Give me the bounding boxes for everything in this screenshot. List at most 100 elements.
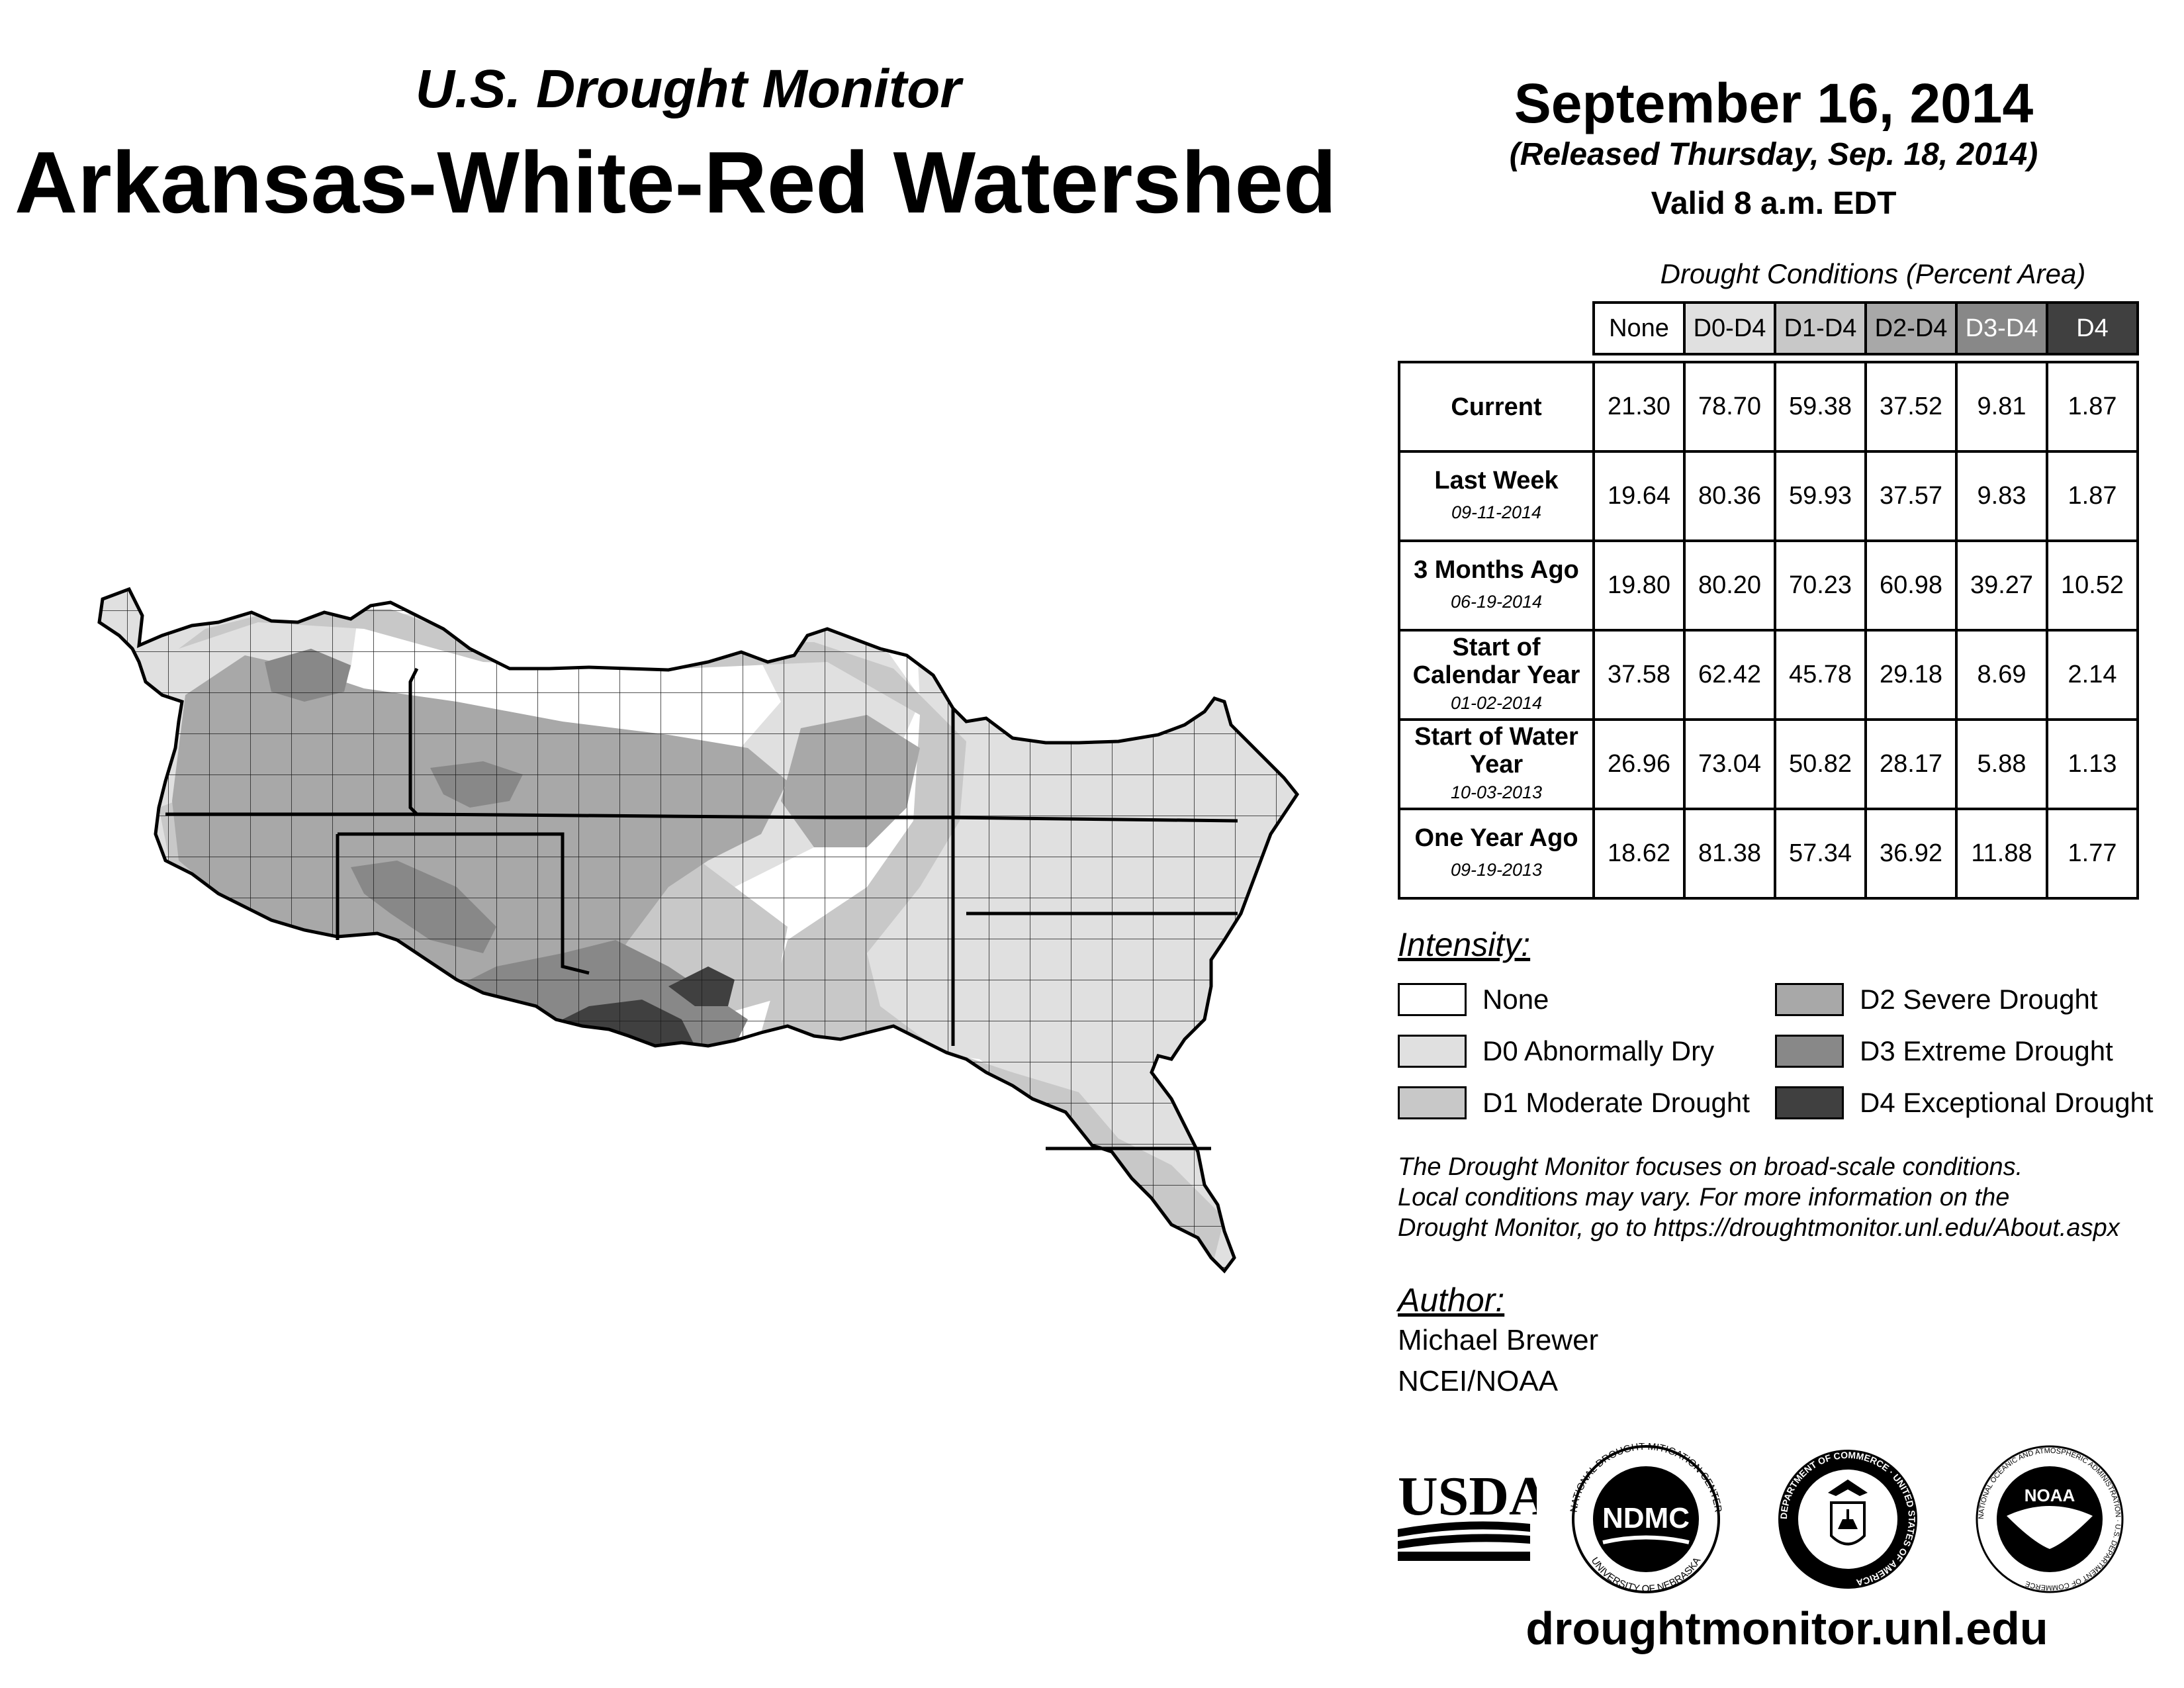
legend-title: Intensity: [1398,926,1531,963]
row-label-text: Current [1451,393,1542,421]
map-title: Arkansas-White-Red Watershed [15,134,1337,231]
legend-item-none: None [1398,981,1549,1018]
table-cell: 8.69 [1955,629,2048,721]
col-header-d4: D4 [2046,301,2139,355]
row-label-text: Start of Calendar Year [1412,633,1580,689]
spacer-cell [1399,354,1594,362]
ndmc-wave [1602,1535,1690,1544]
row-label-text: 3 Months Ago [1414,555,1579,584]
table-cell: 37.52 [1864,361,1958,453]
legend-swatch [1775,1086,1844,1119]
legend-label: None [1482,984,1549,1015]
table-cell: 1.87 [2046,361,2139,453]
row-label-text: Start of Water Year [1414,722,1578,778]
table-cell: 60.98 [1864,539,1958,632]
table-cell: 11.88 [1955,808,2048,900]
row-label-date: 09-11-2014 [1451,502,1542,522]
table-row-start-calendar-year: Start of Calendar Year 01-02-2014 37.58 6… [1398,629,2139,721]
legend-label: D0 Abnormally Dry [1482,1035,1715,1066]
usda-logo: USDA [1398,1466,1537,1561]
row-label-text: One Year Ago [1414,823,1578,852]
table-cell: 81.38 [1683,808,1776,900]
table-cell: 28.17 [1864,718,1958,810]
disclaimer-note: The Drought Monitor focuses on broad-sca… [1398,1152,2120,1243]
table-cell: 59.38 [1774,361,1867,453]
legend-item-d1: D1 Moderate Drought [1398,1084,1750,1121]
table-cell: 57.34 [1774,808,1867,900]
state-boundaries [165,667,1238,1150]
table-cell: 19.80 [1592,539,1686,632]
legend-item-d2: D2 Severe Drought [1775,981,2098,1018]
table-cell: 1.87 [2046,450,2139,542]
legend-swatch [1398,1035,1467,1068]
legend-label: D3 Extreme Drought [1860,1035,2113,1066]
usda-stripe [1398,1552,1530,1561]
note-line: The Drought Monitor focuses on broad-sca… [1398,1153,2023,1181]
table-cell: 62.42 [1683,629,1776,721]
author-org: NCEI/NOAA [1398,1365,1559,1397]
row-label-date: 06-19-2014 [1450,591,1543,612]
row-label: One Year Ago 09-19-2013 [1398,808,1595,900]
noaa-logo-text: NOAA [2025,1485,2075,1505]
table-spacer-row [1399,354,2138,362]
table-cell: 26.96 [1592,718,1686,810]
col-header-d0-d4: D0-D4 [1683,301,1776,355]
table-cell: 5.88 [1955,718,2048,810]
table-cell: 50.82 [1774,718,1867,810]
monitor-subtitle: U.S. Drought Monitor [415,59,962,119]
table-cell: 9.81 [1955,361,2048,453]
drought-conditions-table: None D0-D4 D1-D4 D2-D4 D3-D4 D4 Current … [1398,301,2139,900]
table-caption: Drought Conditions (Percent Area) [1660,258,2086,289]
legend-swatch [1398,983,1467,1016]
row-label: Current [1398,361,1595,453]
map-date: September 16, 2014 [1514,72,2034,134]
table-row-one-year-ago: One Year Ago 09-19-2013 18.62 81.38 57.34… [1398,808,2139,900]
table-row-start-water-year: Start of Water Year 10-03-2013 26.96 73.0… [1398,718,2139,810]
table-cell: 37.57 [1864,450,1958,542]
row-label: Start of Calendar Year 01-02-2014 [1398,629,1595,721]
table-cell: 19.64 [1592,450,1686,542]
table-cell: 9.83 [1955,450,2048,542]
ndmc-logo-text: NDMC [1602,1502,1690,1534]
website-link[interactable]: droughtmonitor.unl.edu [1525,1603,2048,1654]
ndmc-inner-disc [1593,1466,1699,1572]
commerce-seal: DEPARTMENT OF COMMERCE · UNITED STATES O… [1778,1450,1917,1589]
legend-swatch [1398,1086,1467,1119]
col-header-d2-d4: D2-D4 [1864,301,1958,355]
table-cell: 59.93 [1774,450,1867,542]
row-label: 3 Months Ago 06-19-2014 [1398,539,1595,632]
legend-item-d0: D0 Abnormally Dry [1398,1033,1714,1070]
author-title: Author: [1398,1282,1505,1319]
row-label: Last Week 09-11-2014 [1398,450,1595,542]
usda-stripe [1398,1534,1530,1549]
row-label: Start of Water Year 10-03-2013 [1398,718,1595,810]
table-cell: 80.20 [1683,539,1776,632]
table-cell: 10.52 [2046,539,2139,632]
author-name: Michael Brewer [1398,1324,1599,1356]
noaa-logo: NATIONAL OCEANIC AND ATMOSPHERIC ADMINIS… [1976,1445,2124,1593]
shield-icon [1830,1501,1866,1546]
note-line: Drought Monitor, go to https://droughtmo… [1398,1214,2120,1242]
table-cell: 1.77 [2046,808,2139,900]
row-label-date: 10-03-2013 [1450,782,1543,802]
drought-intensity-layers [99,589,1297,1271]
table-header-row: None D0-D4 D1-D4 D2-D4 D3-D4 D4 [1399,301,2139,355]
table-row-current: Current 21.30 78.70 59.38 37.52 9.81 1.8… [1398,361,2139,453]
usda-logo-text: USDA [1398,1466,1537,1527]
eagle-icon [1828,1479,1868,1496]
spacer-cell [1594,354,2138,362]
release-date: (Released Thursday, Sep. 18, 2014) [1509,137,2038,172]
table-cell: 39.27 [1955,539,2048,632]
valid-time: Valid 8 a.m. EDT [1651,186,1897,221]
table-cell: 18.62 [1592,808,1686,900]
county-boundaries [99,589,1297,1271]
legend-swatch [1775,1035,1844,1068]
watershed-drought-map [86,569,1317,1350]
table-cell: 21.30 [1592,361,1686,453]
col-header-d1-d4: D1-D4 [1774,301,1867,355]
note-line: Local conditions may vary. For more info… [1398,1184,2010,1211]
table-cell: 73.04 [1683,718,1776,810]
legend-item-d4: D4 Exceptional Drought [1775,1084,2154,1121]
row-label-date: 09-19-2013 [1450,859,1543,880]
table-cell: 80.36 [1683,450,1776,542]
